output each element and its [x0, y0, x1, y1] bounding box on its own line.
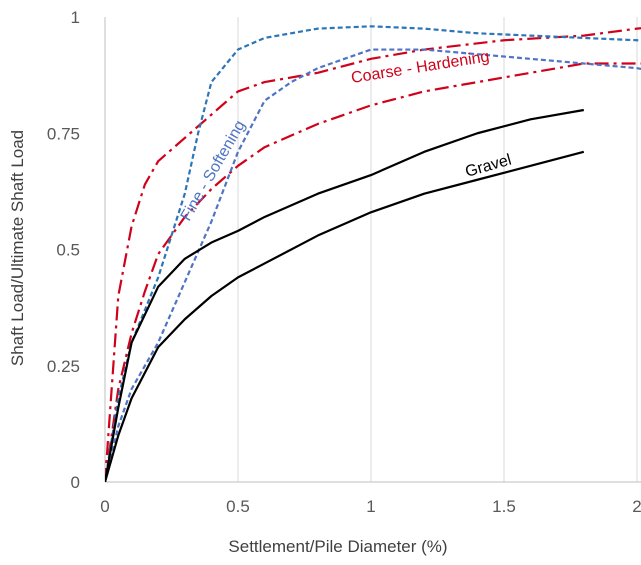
fine-softening-line-3 [105, 48, 641, 482]
gravel-line-5 [105, 150, 585, 482]
coarse-hardening-line-0 [105, 27, 641, 482]
coarse-hardening-line-1 [105, 62, 641, 482]
x-tick-label: 1 [366, 497, 375, 516]
x-tick-label: 2 [632, 497, 641, 516]
x-axis-title: Settlement/Pile Diameter (%) [228, 537, 447, 556]
fine-softening-line-2 [105, 25, 641, 482]
tick-labels: 0 0.5 1 1.5 2 0 0.25 0.5 0.75 1 [47, 8, 641, 516]
grid [104, 17, 638, 482]
series-group [105, 25, 641, 482]
y-axis-title: Shaft Load/Ultimate Shaft Load [8, 130, 27, 366]
y-tick-label: 0.5 [56, 241, 80, 260]
y-tick-label: 0 [71, 473, 80, 492]
y-tick-label: 0.25 [47, 357, 80, 376]
x-tick-label: 1.5 [492, 497, 516, 516]
gravel-line-4 [105, 108, 584, 482]
axes [104, 17, 641, 483]
y-tick-label: 1 [71, 8, 80, 27]
x-tick-label: 0.5 [226, 497, 250, 516]
y-tick-label: 0.75 [47, 124, 80, 143]
x-tick-label: 0 [100, 497, 109, 516]
